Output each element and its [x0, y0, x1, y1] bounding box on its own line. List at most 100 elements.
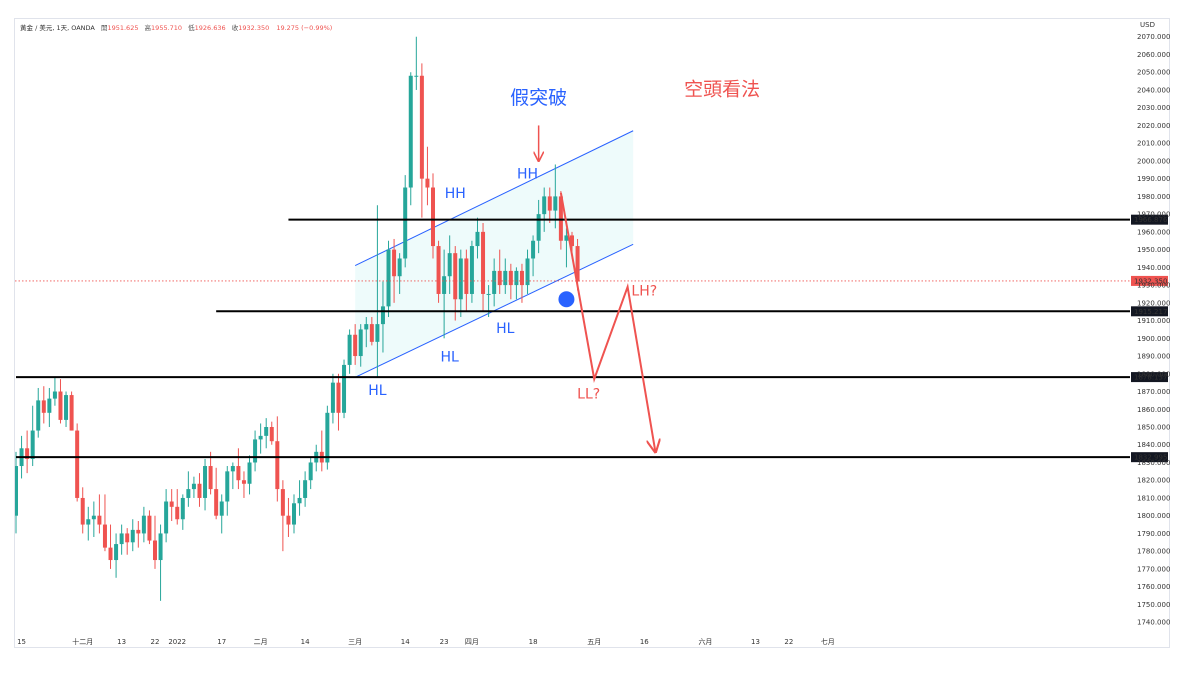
candle-body	[64, 395, 69, 420]
candle	[492, 258, 497, 307]
y-tick-label: 1920.000	[1137, 299, 1170, 307]
candle-body	[180, 497, 185, 520]
candle-body	[425, 178, 430, 188]
candle	[531, 235, 536, 277]
candle	[503, 258, 508, 294]
y-tick-label: 1810.000	[1137, 494, 1170, 502]
candle	[497, 249, 502, 294]
candle	[264, 418, 269, 449]
candle	[225, 466, 230, 516]
candle	[147, 510, 152, 545]
x-tick-label: 17	[217, 638, 226, 646]
candle	[469, 240, 474, 303]
candle	[108, 524, 113, 569]
candle	[102, 494, 107, 552]
candle	[219, 494, 224, 534]
candle-body	[91, 515, 96, 520]
candle-body	[25, 448, 30, 459]
candle-body	[208, 466, 213, 490]
candle	[514, 267, 519, 300]
candle	[375, 205, 380, 378]
candle-body	[519, 270, 524, 286]
candle-body	[130, 529, 135, 543]
y-tick-label: 1800.000	[1137, 512, 1170, 520]
candle-body	[164, 501, 169, 534]
level-price-tag	[1131, 306, 1168, 317]
candle-body	[236, 466, 241, 481]
candle	[175, 489, 180, 525]
high-value: 1955.710	[151, 24, 182, 32]
candle	[431, 173, 435, 259]
candle-body	[492, 270, 497, 294]
last-price-tag	[1131, 275, 1168, 286]
y-tick-label: 1890.000	[1137, 353, 1170, 361]
candle-body	[475, 231, 480, 247]
candle-body	[564, 235, 569, 241]
candle-body	[241, 480, 246, 484]
x-tick-label: 14	[301, 638, 310, 646]
candle	[425, 146, 430, 206]
candle-body	[436, 246, 441, 294]
candle-body	[386, 249, 391, 307]
candle-body	[369, 324, 374, 342]
candle-body	[219, 501, 224, 516]
candle-body	[481, 231, 486, 294]
bearish-projection-path	[559, 192, 656, 452]
candle	[403, 175, 408, 268]
candle-body	[303, 480, 308, 498]
candle-body	[380, 306, 385, 325]
x-tick-label: 16	[640, 638, 649, 646]
candle-body	[431, 187, 435, 247]
price-axis[interactable]: 1740.000 1750.000 1760.000 1770.000 1780.000…	[1137, 33, 1170, 626]
candle-body	[342, 364, 347, 413]
x-tick-label: 二月	[254, 638, 268, 646]
price-channel	[354, 130, 634, 378]
candle	[308, 457, 313, 490]
candle-body	[197, 483, 202, 498]
y-tick-label: 1740.000	[1137, 619, 1170, 627]
candle-body	[392, 249, 397, 277]
y-tick-label: 1930.000	[1137, 282, 1170, 290]
candle	[91, 501, 96, 537]
x-tick-label: 2022	[168, 638, 186, 646]
x-tick-label: 四月	[465, 638, 479, 646]
candle-body	[191, 483, 196, 490]
candle-body	[469, 246, 474, 294]
y-tick-label: 1910.000	[1137, 317, 1170, 325]
level-price-label: 1915.217	[1134, 308, 1167, 316]
open-value: 1951.625	[107, 24, 138, 32]
candle	[136, 521, 141, 548]
candle-body	[553, 196, 558, 211]
candle	[269, 421, 274, 445]
y-tick-label: 1960.000	[1137, 228, 1170, 236]
candle	[197, 473, 202, 507]
symbol-title: 黃金 / 美元, 1天, OANDA	[20, 23, 95, 32]
candle-body	[375, 324, 380, 342]
candle-body	[125, 533, 130, 543]
y-tick-label: 1860.000	[1137, 406, 1170, 414]
candle-body	[453, 253, 458, 300]
y-tick-label: 1900.000	[1137, 335, 1170, 343]
candle	[319, 430, 324, 472]
annotation-label: LH?	[631, 284, 657, 300]
y-tick-label: 2060.000	[1137, 51, 1170, 59]
candle-body	[419, 75, 424, 179]
candle	[208, 451, 213, 495]
candle	[347, 329, 352, 374]
annotation-label: 假突破	[510, 87, 567, 109]
y-tick-label: 1750.000	[1137, 601, 1170, 609]
candle-body	[47, 398, 52, 413]
candle	[64, 391, 69, 427]
candle-body	[102, 524, 107, 548]
candle	[25, 430, 30, 474]
x-tick-label: 22	[151, 638, 160, 646]
time-axis[interactable]: 15 十二月 13 22 2022 17 二月 14 三月 14 23 四月 18 五月 16 六月 13 22 七…	[17, 637, 835, 646]
candle	[236, 448, 241, 490]
candle-body	[497, 270, 502, 286]
candle	[397, 253, 402, 294]
level-price-label: 1966.876	[1134, 216, 1168, 224]
candle-body	[41, 400, 46, 413]
candle-body	[308, 462, 313, 481]
candle	[164, 489, 169, 543]
